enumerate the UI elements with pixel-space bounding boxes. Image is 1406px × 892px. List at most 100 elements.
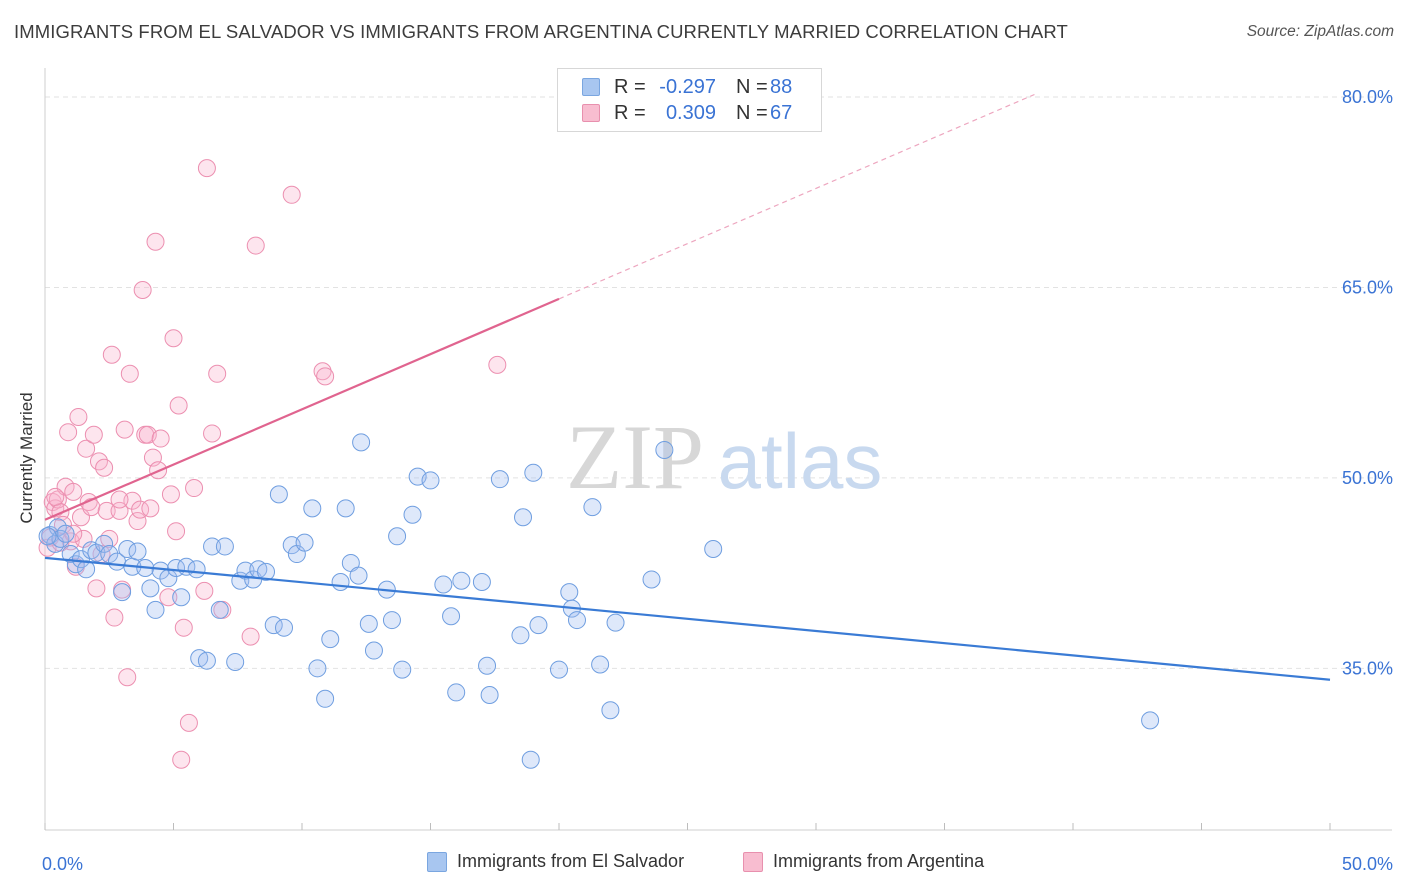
el-salvador-point xyxy=(95,534,114,553)
y-axis-label: Currently Married xyxy=(17,392,36,524)
el-salvador-point xyxy=(308,659,327,678)
argentina-point xyxy=(197,159,216,178)
argentina-point xyxy=(174,618,193,637)
legend-swatch-el-salvador xyxy=(582,78,600,96)
legend-n-value: 67 xyxy=(770,101,793,124)
el-salvador-point xyxy=(303,499,322,518)
el-salvador-point xyxy=(490,470,509,489)
el-salvador-point xyxy=(61,545,80,564)
argentina-point xyxy=(64,482,83,501)
el-salvador-point xyxy=(226,652,245,671)
watermark-zip: ZIP xyxy=(566,406,704,508)
el-salvador-point xyxy=(601,701,620,720)
el-salvador-point xyxy=(128,542,147,561)
legend-r-label: R = xyxy=(614,101,646,124)
el-salvador-point xyxy=(352,433,371,452)
legend-n-value: 88 xyxy=(770,75,793,98)
el-salvador-point xyxy=(146,600,165,619)
argentina-point xyxy=(77,439,96,458)
series-legend-argentina[interactable]: Immigrants from Argentina xyxy=(743,851,984,872)
correlation-legend: R = -0.297 N = 88 R = 0.309 N = 67 xyxy=(557,68,822,132)
argentina-point xyxy=(203,424,222,443)
el-salvador-point xyxy=(550,660,568,679)
el-salvador-point xyxy=(452,571,471,590)
el-salvador-point xyxy=(521,750,540,769)
argentina-point xyxy=(488,355,507,374)
legend-row-el-salvador: R = -0.297 N = 88 xyxy=(582,74,792,100)
argentina-point xyxy=(128,512,147,531)
el-salvador-point xyxy=(113,583,132,602)
argentina-point xyxy=(82,498,101,517)
el-salvador-point xyxy=(478,656,497,675)
watermark-atlas: atlas xyxy=(718,417,883,505)
el-salvador-point xyxy=(215,537,234,556)
el-salvador-point xyxy=(359,614,378,633)
el-salvador-point xyxy=(480,685,499,704)
y-tick-label: 65.0% xyxy=(1342,277,1393,297)
series-legend: Immigrants from El Salvador Immigrants f… xyxy=(0,851,1406,879)
series-label-el-salvador: Immigrants from El Salvador xyxy=(457,851,685,871)
argentina-point xyxy=(179,713,198,732)
series-swatch-argentina xyxy=(743,851,763,872)
el-salvador-point xyxy=(197,651,216,670)
el-salvador-point xyxy=(472,572,491,591)
argentina-point xyxy=(97,501,116,520)
el-salvador-point xyxy=(100,545,119,564)
el-salvador-point xyxy=(442,607,461,626)
argentina-point xyxy=(316,367,335,386)
legend-r-value: 0.309 xyxy=(665,101,716,124)
x-tick-label: 0.0% xyxy=(42,854,83,874)
trend-lines xyxy=(44,93,1331,681)
el-salvador-point xyxy=(295,533,314,552)
argentina-point xyxy=(167,522,186,541)
argentina-point xyxy=(185,479,204,498)
legend-swatch-argentina xyxy=(582,104,600,122)
el-salvador-points xyxy=(38,433,1160,769)
el-salvador-point xyxy=(331,572,350,591)
y-tick-label: 80.0% xyxy=(1342,87,1393,107)
legend-n-label: N = xyxy=(736,101,768,124)
argentina-point xyxy=(282,185,301,204)
el-salvador-point xyxy=(388,527,407,546)
legend-row-argentina: R = 0.309 N = 67 xyxy=(582,100,792,126)
argentina-point xyxy=(146,232,165,251)
el-salvador-trend-line xyxy=(44,556,1331,681)
el-salvador-point xyxy=(316,689,335,708)
el-salvador-point xyxy=(141,579,160,598)
el-salvador-point xyxy=(269,485,288,504)
el-salvador-point xyxy=(591,655,610,674)
argentina-point xyxy=(118,668,137,687)
argentina-point xyxy=(313,362,332,381)
series-label-argentina: Immigrants from Argentina xyxy=(773,851,985,871)
argentina-point xyxy=(159,588,178,607)
el-salvador-point xyxy=(38,527,57,546)
el-salvador-point xyxy=(257,562,276,581)
argentina-point xyxy=(59,423,78,442)
argentina-points xyxy=(38,159,507,769)
argentina-point xyxy=(151,429,170,448)
legend-n-label: N = xyxy=(736,75,768,98)
el-salvador-point xyxy=(48,518,67,537)
el-salvador-point xyxy=(118,539,137,558)
argentina-point xyxy=(102,345,121,364)
argentina-point xyxy=(84,425,103,444)
series-legend-el-salvador[interactable]: Immigrants from El Salvador xyxy=(427,851,684,872)
argentina-point xyxy=(195,581,214,600)
argentina-point xyxy=(105,608,124,627)
el-salvador-point xyxy=(172,588,191,607)
el-salvador-point xyxy=(514,508,533,527)
el-salvador-point xyxy=(187,560,206,579)
argentina-trend-line xyxy=(44,297,560,521)
el-salvador-point xyxy=(1141,711,1160,730)
el-salvador-point xyxy=(642,570,661,589)
el-salvador-point xyxy=(655,440,674,459)
el-salvador-point xyxy=(264,616,283,635)
argentina-point xyxy=(69,407,88,426)
el-salvador-point xyxy=(349,566,368,585)
el-salvador-point xyxy=(583,498,602,517)
el-salvador-point xyxy=(382,611,401,630)
argentina-point xyxy=(169,396,188,415)
el-salvador-point xyxy=(336,499,355,518)
el-salvador-point xyxy=(447,683,466,702)
